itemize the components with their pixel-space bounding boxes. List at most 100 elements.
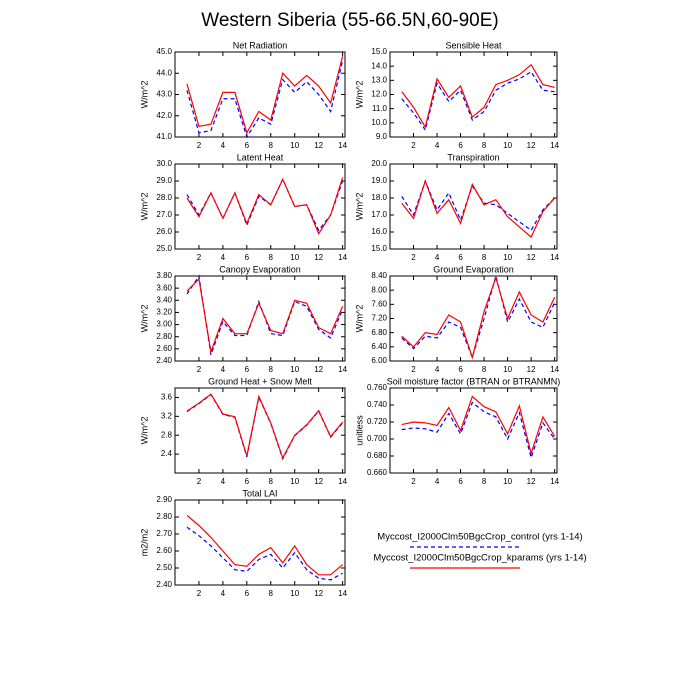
plot-frame	[389, 51, 558, 138]
y-axis-label: W/m^2	[354, 81, 364, 109]
x-tick-label: 6	[245, 253, 250, 262]
series-line	[186, 177, 344, 232]
plot-frame	[389, 275, 558, 362]
x-tick-label: 6	[245, 365, 250, 374]
x-tick-label: 6	[245, 477, 250, 486]
series-line	[186, 274, 344, 356]
panel-title: Sensible Heat	[445, 40, 502, 50]
panel-title: Ground Evaporation	[433, 264, 514, 274]
series-line	[186, 177, 344, 235]
y-tick-label: 41.0	[156, 132, 172, 141]
x-tick-label: 14	[550, 365, 559, 374]
x-tick-label: 6	[458, 253, 463, 262]
panel-title: Canopy Evaporation	[219, 264, 301, 274]
plot-frame	[174, 499, 346, 586]
plot-frame	[389, 163, 558, 250]
x-tick-label: 14	[338, 253, 347, 262]
y-tick-label: 2.60	[156, 546, 172, 555]
x-tick-label: 4	[221, 365, 226, 374]
series-line	[186, 526, 343, 581]
x-tick-label: 8	[269, 365, 274, 374]
legend-label: Myccost_I2000Clm50BgcCrop_kparams (yrs 1…	[373, 553, 586, 564]
y-tick-label: 10.0	[371, 118, 387, 127]
y-tick-label: 25.0	[156, 244, 172, 253]
y-tick-label: 6.00	[371, 356, 387, 365]
x-tick-label: 4	[435, 253, 440, 262]
y-tick-label: 2.80	[156, 332, 172, 341]
x-tick-label: 2	[197, 477, 202, 486]
y-tick-label: 3.40	[156, 295, 172, 304]
series-line	[401, 71, 555, 132]
y-tick-label: 3.00	[156, 320, 172, 329]
y-tick-label: 2.8	[161, 430, 173, 439]
panel-title: Soil moisture factor (BTRAN or BTRANMN)	[387, 376, 561, 386]
x-tick-label: 12	[314, 365, 323, 374]
x-tick-label: 4	[435, 141, 440, 150]
y-tick-label: 29.0	[156, 176, 172, 185]
x-tick-label: 12	[527, 253, 536, 262]
y-tick-label: 0.700	[367, 434, 388, 443]
panel-title: Total LAI	[242, 488, 277, 498]
y-tick-label: 17.0	[371, 210, 387, 219]
x-tick-label: 6	[245, 589, 250, 598]
series-line	[186, 60, 344, 139]
x-tick-label: 14	[550, 253, 559, 262]
series-line	[401, 275, 556, 360]
x-tick-label: 8	[269, 141, 274, 150]
x-tick-label: 10	[503, 141, 512, 150]
panel-title: Latent Heat	[237, 152, 284, 162]
x-tick-label: 4	[221, 589, 226, 598]
x-tick-label: 10	[290, 141, 299, 150]
x-tick-label: 4	[435, 477, 440, 486]
x-tick-label: 10	[290, 253, 299, 262]
x-tick-label: 2	[197, 141, 202, 150]
y-tick-label: 30.0	[156, 159, 172, 168]
series-line	[401, 273, 556, 360]
x-tick-label: 10	[503, 253, 512, 262]
y-tick-label: 2.60	[156, 344, 172, 353]
y-tick-label: 43.0	[156, 90, 172, 99]
panel-title: Ground Heat + Snow Melt	[208, 376, 312, 386]
x-tick-label: 8	[269, 477, 274, 486]
panel-title: Net Radiation	[233, 40, 288, 50]
y-tick-label: 0.720	[367, 417, 388, 426]
y-tick-label: 2.70	[156, 529, 172, 538]
series-line	[186, 56, 344, 135]
x-tick-label: 14	[338, 365, 347, 374]
figure-title: Western Siberia (55-66.5N,60-90E)	[201, 10, 498, 31]
y-tick-label: 6.80	[371, 328, 387, 337]
y-axis-label: W/m^2	[354, 193, 364, 221]
y-axis-label: W/m^2	[354, 305, 364, 333]
y-tick-label: 0.740	[367, 400, 388, 409]
x-tick-label: 2	[197, 365, 202, 374]
y-tick-label: 0.680	[367, 451, 388, 460]
y-tick-label: 14.0	[371, 61, 387, 70]
x-tick-label: 2	[197, 589, 202, 598]
y-tick-label: 2.50	[156, 563, 172, 572]
y-tick-label: 2.4	[161, 449, 173, 458]
x-tick-label: 14	[338, 589, 347, 598]
x-tick-label: 14	[338, 477, 347, 486]
legend-label: Myccost_I2000Clm50BgcCrop_control (yrs 1…	[377, 532, 582, 543]
y-tick-label: 28.0	[156, 193, 172, 202]
y-tick-label: 18.0	[371, 193, 387, 202]
plot-frame	[174, 163, 346, 250]
plot-frame	[174, 387, 346, 474]
x-tick-label: 4	[435, 365, 440, 374]
x-tick-label: 10	[503, 477, 512, 486]
series-line	[186, 277, 344, 355]
y-tick-label: 6.40	[371, 342, 387, 351]
y-tick-label: 8.40	[371, 271, 387, 280]
x-tick-label: 6	[245, 141, 250, 150]
y-tick-label: 8.00	[371, 285, 387, 294]
y-tick-label: 3.80	[156, 271, 172, 280]
x-tick-label: 6	[458, 365, 463, 374]
y-tick-label: 3.6	[161, 393, 173, 402]
y-tick-label: 13.0	[371, 75, 387, 84]
y-axis-label: W/m^2	[139, 81, 149, 109]
y-tick-label: 2.90	[156, 495, 172, 504]
x-tick-label: 10	[290, 365, 299, 374]
series-line	[186, 393, 344, 460]
y-tick-label: 15.0	[371, 244, 387, 253]
